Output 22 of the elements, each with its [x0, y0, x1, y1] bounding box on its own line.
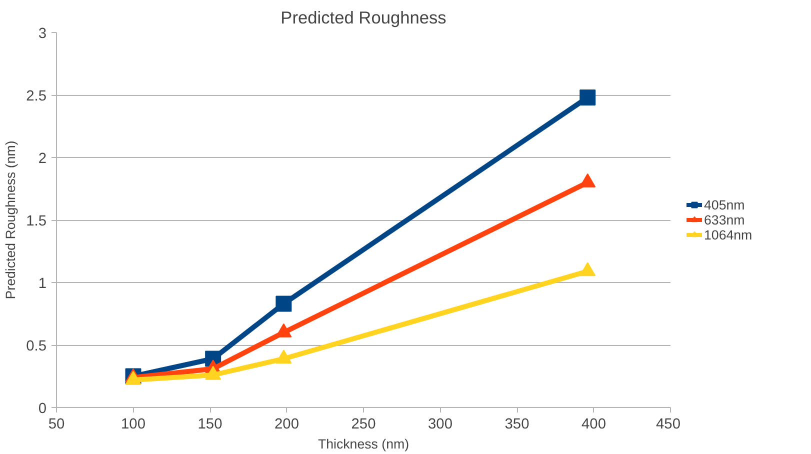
x-tick-label: 400: [582, 416, 606, 432]
x-tick-label: 250: [351, 416, 376, 432]
legend-label: 633nm: [704, 212, 745, 227]
x-axis-title: Thickness (nm): [318, 436, 410, 452]
y-tick-label: 3: [38, 26, 47, 42]
y-tick-label: 1.5: [26, 214, 46, 230]
y-tick-label: 2.5: [26, 88, 46, 104]
y-tick-label: 0: [38, 401, 47, 417]
x-tick-label: 350: [504, 416, 530, 432]
legend-label: 1064nm: [704, 227, 752, 242]
y-tick-label: 2: [38, 151, 47, 167]
chart-title: Predicted Roughness: [280, 8, 447, 28]
y-axis-title: Predicted Roughness (nm): [3, 140, 18, 300]
x-tick-label: 150: [198, 416, 222, 432]
x-tick-label: 200: [274, 416, 299, 432]
x-tick-label: 300: [428, 416, 452, 432]
x-tick-label: 50: [48, 416, 65, 432]
y-tick-label: 1: [38, 276, 47, 292]
x-tick-label: 100: [121, 416, 146, 432]
x-tick-label: 450: [656, 416, 681, 432]
legend-label: 405nm: [704, 197, 745, 212]
y-tick-label: 0.5: [26, 338, 46, 354]
